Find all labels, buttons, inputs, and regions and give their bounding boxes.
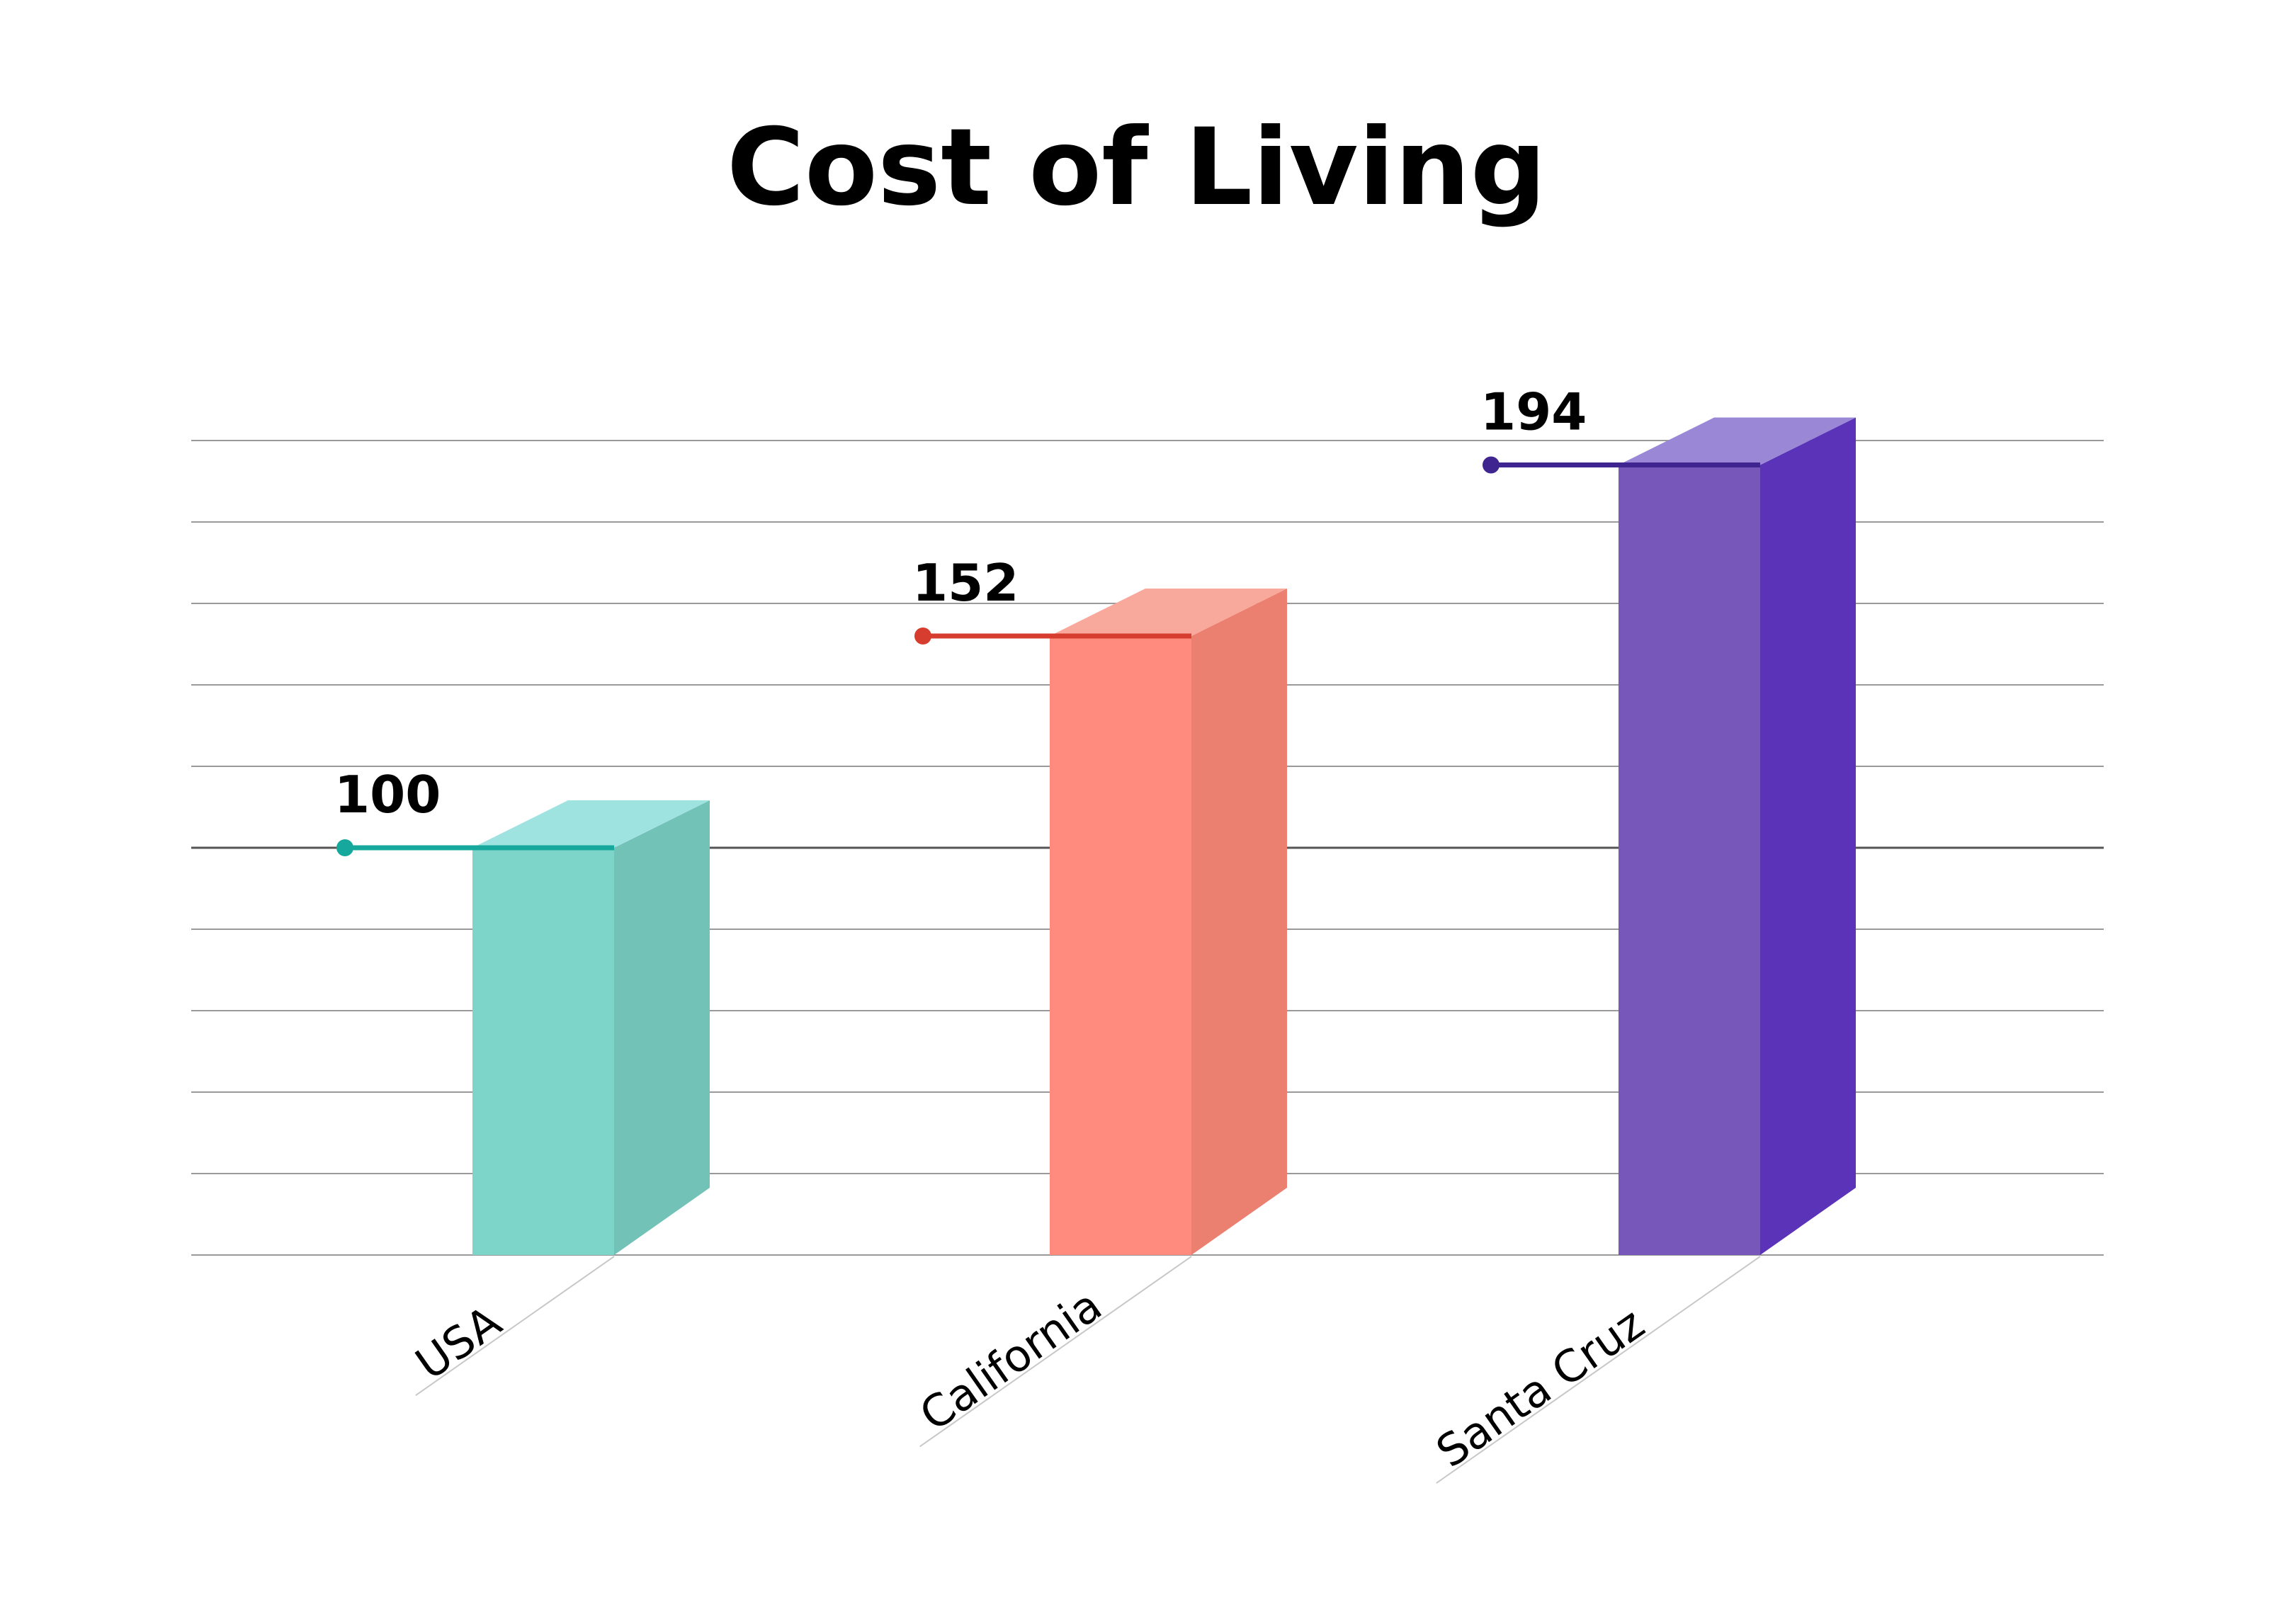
bar-side (614, 800, 710, 1255)
bar-front (1619, 465, 1760, 1255)
bar-front (472, 848, 614, 1255)
bar-side (1760, 417, 1856, 1255)
bar-front (1050, 636, 1191, 1255)
value-marker-dot (914, 628, 931, 645)
value-label: 194 (1480, 382, 1587, 442)
category-label: Santa Cruz (1427, 1298, 1654, 1477)
bar-santa-cruz (1483, 417, 1856, 1255)
bar-top (1050, 589, 1287, 636)
category-connector (1436, 1256, 1761, 1484)
bar-usa (336, 800, 710, 1255)
bar-side (1191, 589, 1287, 1255)
bar-top (1619, 417, 1856, 465)
category-label: California (910, 1279, 1111, 1441)
value-marker-dot (336, 839, 353, 856)
category-connector (415, 1256, 615, 1396)
bar-california (914, 589, 1287, 1255)
category-connector (919, 1256, 1192, 1448)
bar-top (472, 800, 710, 848)
category-label: USA (407, 1295, 511, 1390)
chart-title: Cost of Living (726, 106, 1547, 229)
bars (336, 417, 1856, 1255)
value-marker-dot (1483, 456, 1500, 474)
value-label: 152 (912, 553, 1019, 613)
value-label: 100 (334, 765, 441, 824)
